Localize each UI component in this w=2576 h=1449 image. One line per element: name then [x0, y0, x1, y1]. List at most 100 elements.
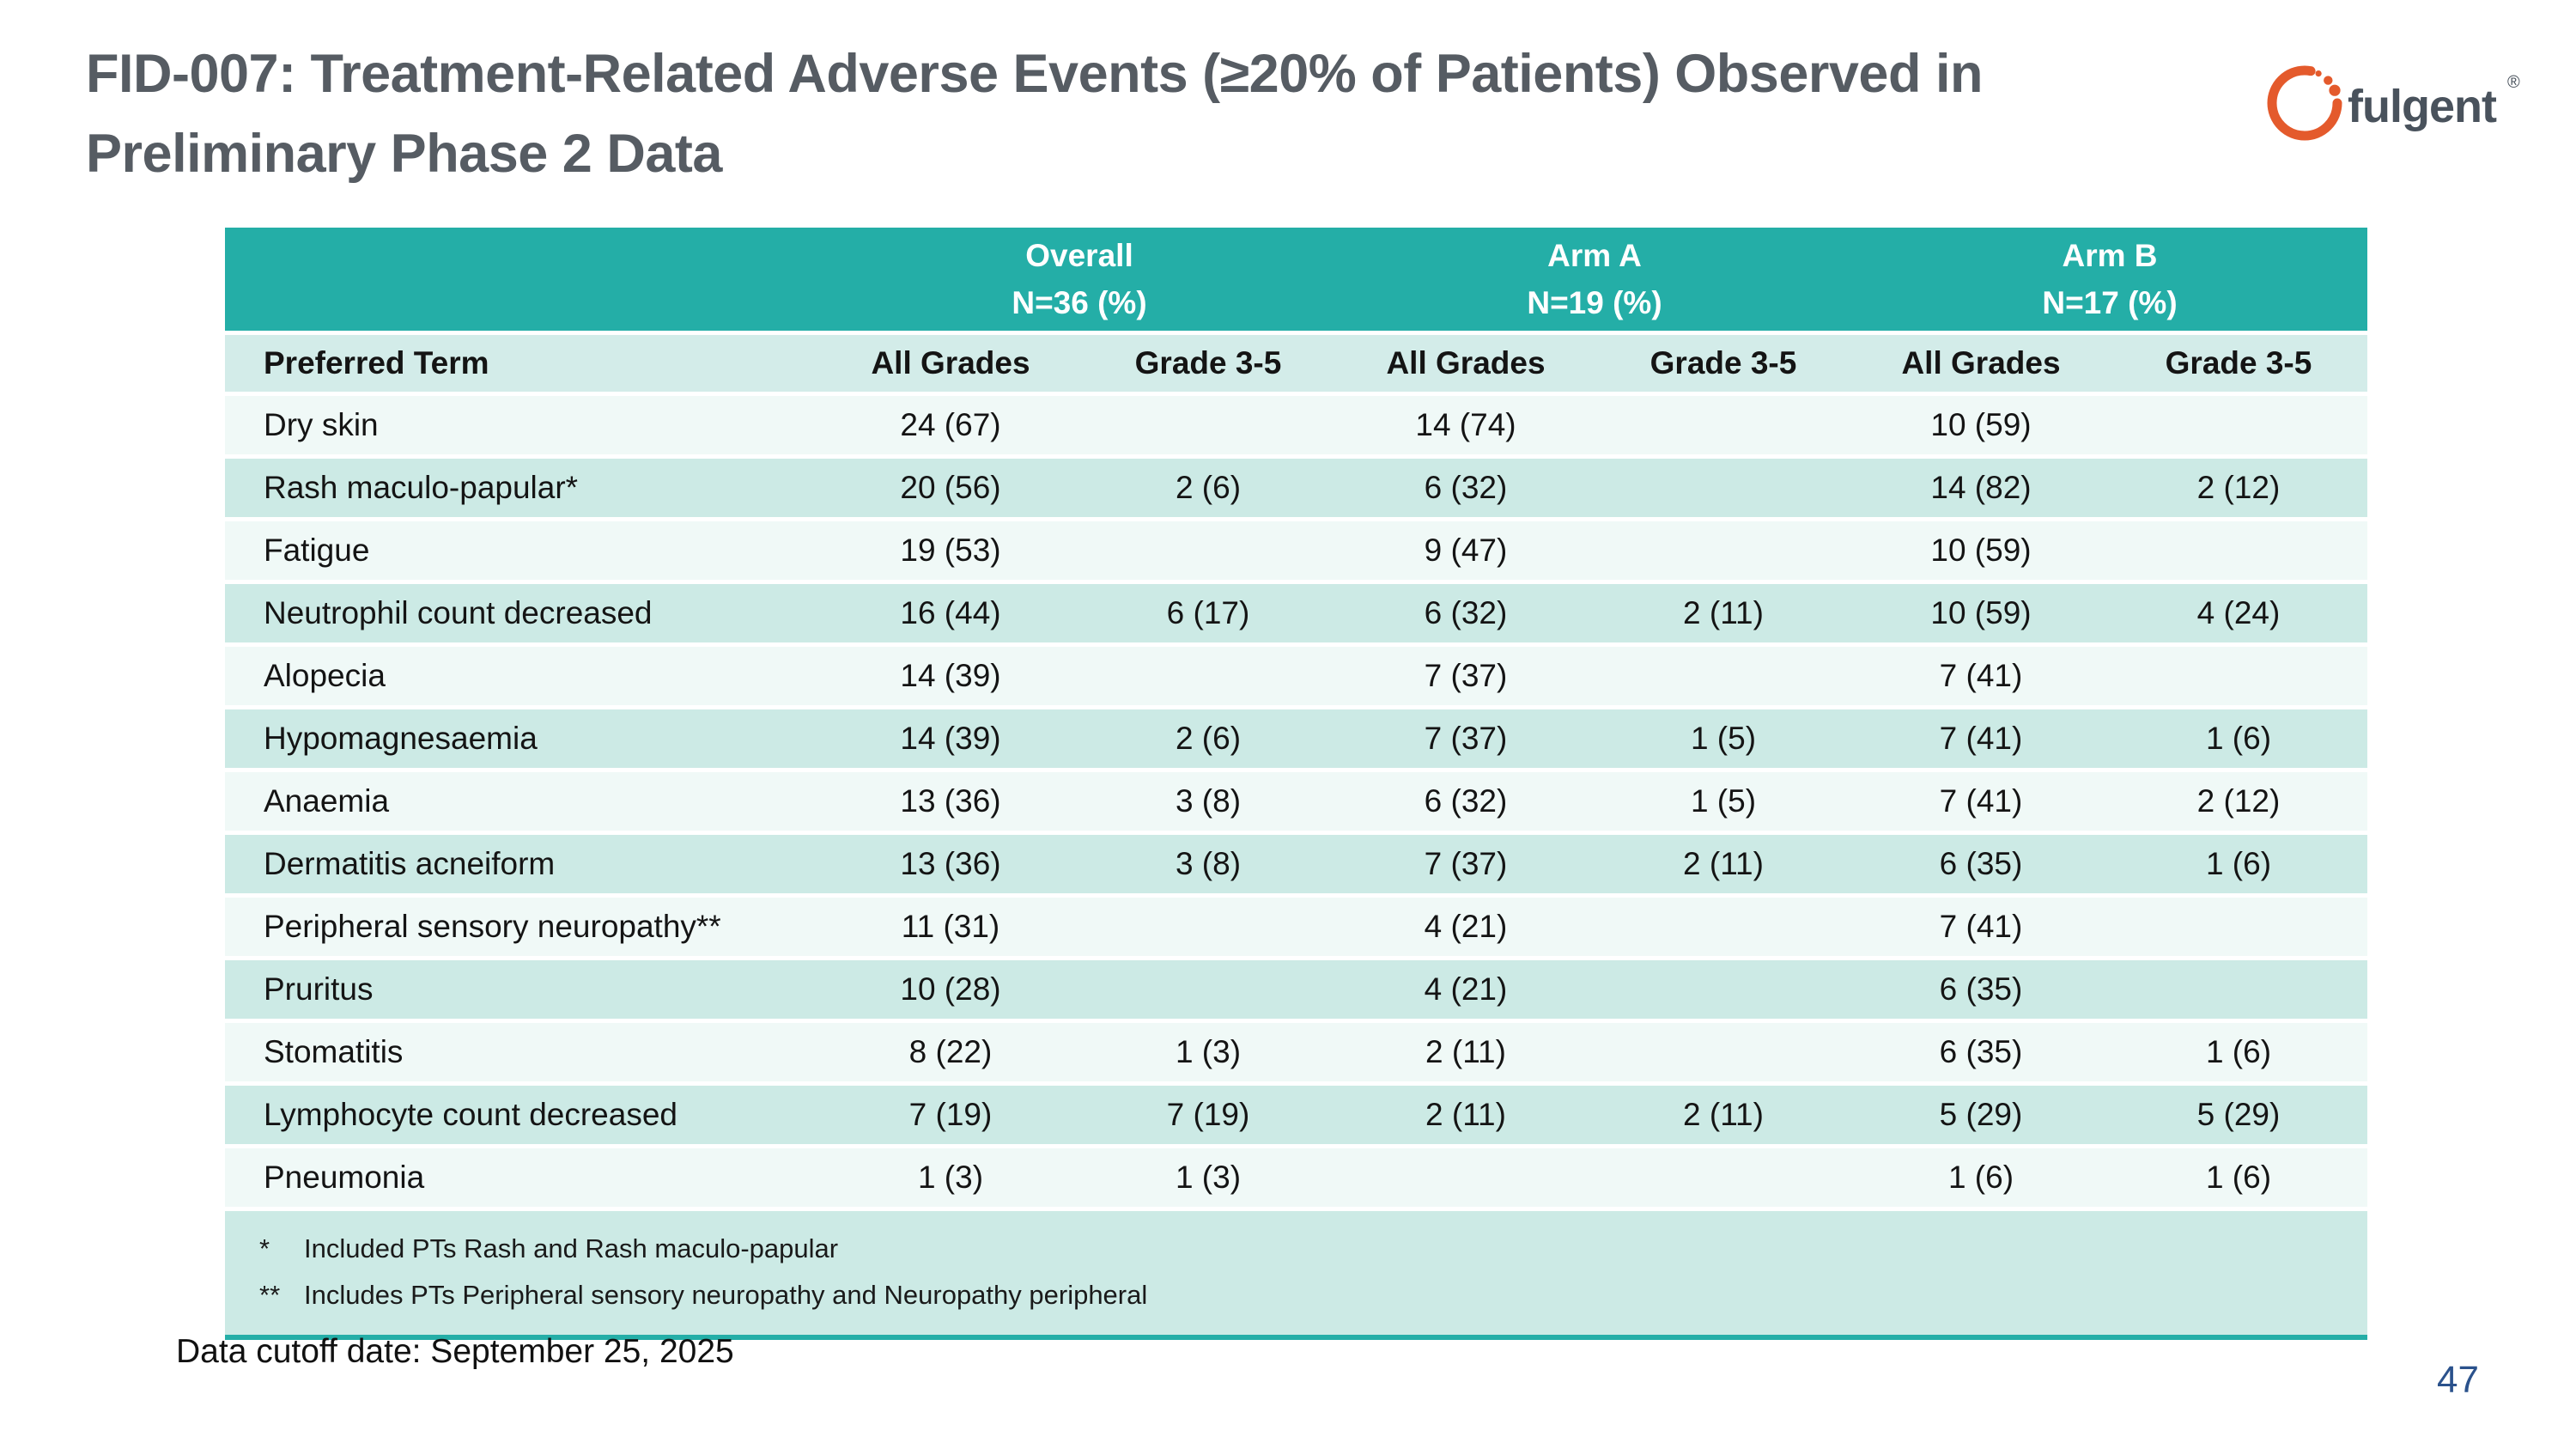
table-body: Dry skin 24 (67) 14 (74) 10 (59) Rash maculo… — [225, 392, 2367, 1209]
preferred-term-cell: Stomatitis — [225, 1019, 822, 1084]
value-cell: 19 (53) — [822, 517, 1079, 582]
group-name: Arm B — [2062, 237, 2158, 273]
col-header-grade-3-5: Grade 3-5 — [1079, 332, 1337, 394]
group-header-corner — [225, 228, 822, 335]
footnote: ** Includes PTs Peripheral sensory neurop… — [259, 1275, 2367, 1316]
value-cell: 6 (32) — [1337, 768, 1595, 833]
value-cell: 4 (24) — [2110, 580, 2367, 645]
preferred-term-cell: Anaemia — [225, 768, 822, 833]
value-cell: 2 (11) — [1595, 1081, 1852, 1147]
preferred-term-cell: Pneumonia — [225, 1144, 822, 1209]
value-cell: 14 (39) — [822, 705, 1079, 770]
footnote-text: Includes PTs Peripheral sensory neuropat… — [304, 1280, 1148, 1311]
table-row: Dry skin 24 (67) 14 (74) 10 (59) — [225, 392, 2367, 457]
value-cell: 7 (37) — [1337, 705, 1595, 770]
fulgent-logo-graphic: fulgent ® — [2267, 65, 2520, 141]
value-cell: 5 (29) — [2110, 1081, 2367, 1147]
value-cell — [1079, 956, 1337, 1021]
value-cell: 2 (6) — [1079, 454, 1337, 520]
value-cell: 5 (29) — [1852, 1081, 2110, 1147]
value-cell: 7 (19) — [1079, 1081, 1337, 1147]
group-name: Overall — [1025, 237, 1133, 273]
value-cell: 10 (59) — [1852, 580, 2110, 645]
value-cell: 7 (41) — [1852, 642, 2110, 708]
value-cell: 1 (6) — [2110, 1144, 2367, 1209]
col-header-all-grades: All Grades — [1337, 332, 1595, 394]
value-cell: 13 (36) — [822, 768, 1079, 833]
value-cell: 14 (82) — [1852, 454, 2110, 520]
group-header-arm-b: Arm B N=17 (%) — [1852, 228, 2367, 335]
value-cell: 7 (37) — [1337, 831, 1595, 896]
value-cell — [2110, 392, 2367, 457]
value-cell: 13 (36) — [822, 831, 1079, 896]
value-cell: 2 (12) — [2110, 454, 2367, 520]
table-row: Pneumonia 1 (3) 1 (3) 1 (6) 1 (6) — [225, 1144, 2367, 1209]
value-cell — [1595, 956, 1852, 1021]
value-cell: 8 (22) — [822, 1019, 1079, 1084]
group-header-arm-a: Arm A N=19 (%) — [1337, 228, 1852, 335]
preferred-term-cell: Neutrophil count decreased — [225, 580, 822, 645]
value-cell — [1595, 454, 1852, 520]
value-cell: 7 (41) — [1852, 705, 2110, 770]
value-cell: 10 (28) — [822, 956, 1079, 1021]
value-cell: 16 (44) — [822, 580, 1079, 645]
table-row: Rash maculo-papular* 20 (56) 2 (6) 6 (32) 14… — [225, 454, 2367, 520]
preferred-term-cell: Alopecia — [225, 642, 822, 708]
value-cell — [1595, 392, 1852, 457]
value-cell: 3 (8) — [1079, 831, 1337, 896]
value-cell: 2 (11) — [1595, 831, 1852, 896]
value-cell: 7 (37) — [1337, 642, 1595, 708]
adverse-events-table: Overall N=36 (%) Arm A N=19 (%) Arm B N=… — [225, 228, 2367, 1341]
group-header-row: Overall N=36 (%) Arm A N=19 (%) Arm B N=… — [225, 228, 2367, 335]
footnote-text: Included PTs Rash and Rash maculo-papula… — [304, 1233, 839, 1263]
col-header-all-grades: All Grades — [822, 332, 1079, 394]
table-row: Hypomagnesaemia 14 (39) 2 (6) 7 (37) 1 (5) 7 … — [225, 705, 2367, 770]
value-cell — [1079, 893, 1337, 959]
table-row: Pruritus 10 (28) 4 (21) 6 (35) — [225, 956, 2367, 1021]
value-cell: 7 (19) — [822, 1081, 1079, 1147]
value-cell: 6 (32) — [1337, 454, 1595, 520]
brand-wordmark: fulgent — [2348, 81, 2497, 132]
preferred-term-cell: Hypomagnesaemia — [225, 705, 822, 770]
value-cell: 2 (11) — [1337, 1081, 1595, 1147]
value-cell: 1 (6) — [1852, 1144, 2110, 1209]
value-cell: 7 (41) — [1852, 893, 2110, 959]
value-cell: 1 (3) — [1079, 1144, 1337, 1209]
value-cell: 4 (21) — [1337, 893, 1595, 959]
preferred-term-cell: Lymphocyte count decreased — [225, 1081, 822, 1147]
value-cell — [1337, 1144, 1595, 1209]
value-cell: 9 (47) — [1337, 517, 1595, 582]
value-cell — [1595, 1144, 1852, 1209]
footnote-marker: ** — [259, 1280, 281, 1311]
value-cell: 2 (11) — [1595, 580, 1852, 645]
value-cell: 1 (3) — [1079, 1019, 1337, 1084]
preferred-term-cell: Rash maculo-papular* — [225, 454, 822, 520]
value-cell: 2 (12) — [2110, 768, 2367, 833]
preferred-term-cell: Dermatitis acneiform — [225, 831, 822, 896]
value-cell: 2 (11) — [1337, 1019, 1595, 1084]
table-row: Neutrophil count decreased 16 (44) 6 (17) 6… — [225, 580, 2367, 645]
table-row: Anaemia 13 (36) 3 (8) 6 (32) 1 (5) 7 (41) 2 (1… — [225, 768, 2367, 833]
value-cell: 6 (35) — [1852, 831, 2110, 896]
value-cell — [1595, 642, 1852, 708]
value-cell: 3 (8) — [1079, 768, 1337, 833]
value-cell: 6 (32) — [1337, 580, 1595, 645]
value-cell — [1595, 517, 1852, 582]
value-cell — [1595, 893, 1852, 959]
value-cell: 7 (41) — [1852, 768, 2110, 833]
table-row: Alopecia 14 (39) 7 (37) 7 (41) — [225, 642, 2367, 708]
table-row: Fatigue 19 (53) 9 (47) 10 (59) — [225, 517, 2367, 582]
value-cell: 10 (59) — [1852, 517, 2110, 582]
table-row: Peripheral sensory neuropathy** 11 (31) 4 … — [225, 893, 2367, 959]
value-cell: 1 (6) — [2110, 705, 2367, 770]
col-header-grade-3-5: Grade 3-5 — [1595, 332, 1852, 394]
value-cell: 1 (3) — [822, 1144, 1079, 1209]
value-cell — [1595, 1019, 1852, 1084]
col-header-preferred-term: Preferred Term — [225, 332, 822, 394]
value-cell: 1 (6) — [2110, 1019, 2367, 1084]
footnote-row: * Included PTs Rash and Rash maculo-papul… — [225, 1207, 2367, 1341]
preferred-term-cell: Peripheral sensory neuropathy** — [225, 893, 822, 959]
value-cell: 11 (31) — [822, 893, 1079, 959]
preferred-term-cell: Dry skin — [225, 392, 822, 457]
value-cell: 1 (5) — [1595, 705, 1852, 770]
